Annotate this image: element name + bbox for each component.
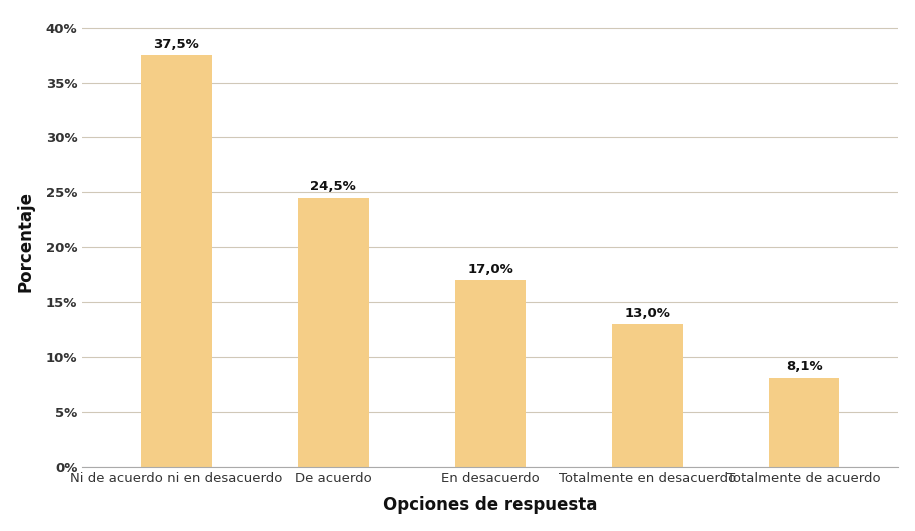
Text: 17,0%: 17,0%	[468, 263, 513, 276]
Text: 37,5%: 37,5%	[154, 38, 199, 50]
Text: 13,0%: 13,0%	[624, 306, 670, 320]
Bar	[455, 280, 525, 467]
Text: 24,5%: 24,5%	[310, 181, 356, 193]
Text: 8,1%: 8,1%	[786, 361, 823, 373]
Bar	[298, 198, 369, 467]
Bar	[769, 378, 839, 467]
Bar	[141, 55, 211, 467]
X-axis label: Opciones de respuesta: Opciones de respuesta	[383, 496, 597, 515]
Y-axis label: Porcentaje: Porcentaje	[16, 191, 35, 292]
Bar	[612, 324, 683, 467]
